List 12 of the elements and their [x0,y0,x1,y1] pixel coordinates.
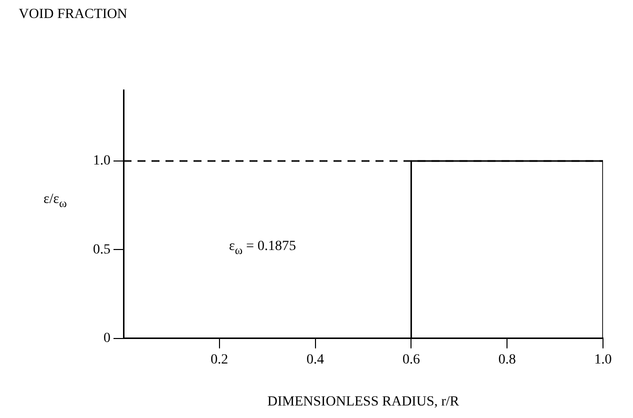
annotation: ε$_{ω}$ = 0.1875 [228,238,296,257]
x-tick-label: 0.8 [498,352,516,368]
y-tick-label: 1.0 [93,154,110,169]
x-tick-label: 0.4 [306,352,324,368]
y-tick-label: 0 [104,331,110,346]
x-tick-label: 1.0 [594,352,612,368]
x-axis-title: DIMENSIONLESS RADIUS, r/R [267,394,460,410]
x-tick-label: 0.2 [210,352,228,368]
x-tick-label: 0.6 [402,352,420,368]
y-tick-label: 0.5 [93,242,110,258]
text: ε/ε$_{ω}$ [44,192,67,210]
y-axis-title: VOID FRACTION [18,6,128,24]
